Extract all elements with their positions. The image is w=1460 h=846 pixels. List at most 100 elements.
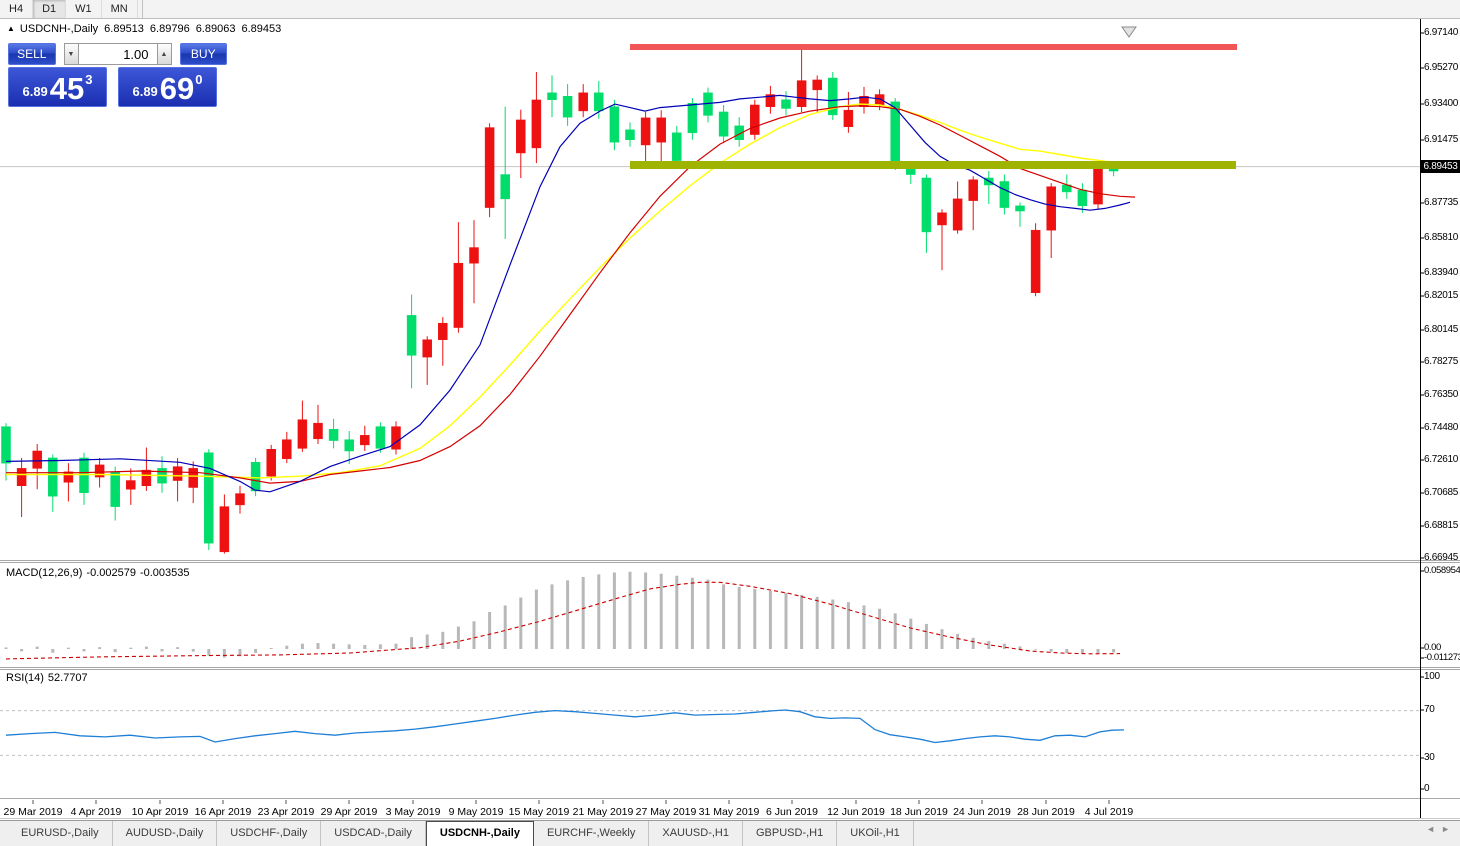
- chart-tab-audusd-daily[interactable]: AUDUSD-,Daily: [113, 821, 218, 846]
- quote-close: 6.89453: [241, 23, 282, 35]
- sell-price-big: 45: [49, 70, 85, 106]
- chart-tab-usdcnh-daily[interactable]: USDCNH-,Daily: [425, 821, 534, 846]
- price-axis-label: 6.95270: [1424, 62, 1459, 73]
- macd-name: MACD(12,26,9): [6, 567, 83, 579]
- rsi-axis-label: 70: [1424, 704, 1435, 715]
- price-axis-label: 6.91475: [1424, 134, 1459, 145]
- price-axis-label: 6.80145: [1424, 324, 1459, 335]
- chart-tab-ukoil-h1[interactable]: UKOil-,H1: [837, 821, 914, 846]
- date-axis-label: 29 Mar 2019: [3, 806, 63, 818]
- sell-price-small: 6.89: [22, 84, 48, 99]
- buy-button[interactable]: BUY: [179, 43, 227, 65]
- quote-open: 6.89513: [104, 23, 144, 35]
- date-axis-label: 12 Jun 2019: [827, 806, 885, 818]
- chart-tab-eurchf-weekly[interactable]: EURCHF-,Weekly: [534, 821, 650, 846]
- rsi-axis-label: 100: [1424, 671, 1440, 682]
- ma-fast-line: [5, 94, 1131, 493]
- volume-decrease-button[interactable]: ▼: [63, 43, 79, 65]
- timeframe-button-mn[interactable]: MN: [102, 0, 138, 18]
- sell-button[interactable]: SELL: [8, 43, 56, 65]
- sell-price-sup: 3: [85, 72, 93, 87]
- timeframe-toolbar: H4 D1 W1 MN: [0, 0, 1460, 19]
- tab-scroll-arrows: ◄►: [1426, 824, 1456, 834]
- resistance-line: [630, 44, 1237, 50]
- date-axis-label: 9 May 2019: [448, 806, 504, 818]
- price-axis-label: 6.66945: [1424, 552, 1459, 563]
- quote-low: 6.89063: [195, 23, 236, 35]
- rsi-axis-label: 30: [1424, 752, 1435, 763]
- sell-price-tile[interactable]: 6.89 45 3: [8, 67, 107, 107]
- volume-input[interactable]: [78, 43, 157, 65]
- macd-signal-line: [5, 581, 1121, 660]
- rsi-value: 52.7707: [47, 672, 88, 684]
- buy-price-tile[interactable]: 6.89 69 0: [118, 67, 217, 107]
- rsi-name: RSI(14): [6, 672, 44, 684]
- collapse-panel-icon[interactable]: ▲: [7, 24, 15, 33]
- date-axis-label: 28 Jun 2019: [1017, 806, 1075, 818]
- current-price-tag: 6.89453: [1421, 160, 1460, 173]
- macd-value-1: -0.002579: [86, 567, 136, 579]
- price-axis-label: 6.83940: [1424, 267, 1459, 278]
- price-axis-label: 6.97140: [1424, 27, 1459, 38]
- tab-scroll-right-icon[interactable]: ►: [1441, 824, 1456, 834]
- price-axis-label: 6.78275: [1424, 356, 1459, 367]
- price-axis-label: 6.76350: [1424, 389, 1459, 400]
- ma-slow-line: [6, 103, 1136, 479]
- chart-tab-eurusd-daily[interactable]: EURUSD-,Daily: [8, 821, 113, 846]
- date-axis-label: 27 May 2019: [635, 806, 697, 818]
- chart-title-bar: ▲ USDCNH-,Daily 6.89513 6.89796 6.89063 6.894…: [7, 23, 281, 35]
- date-axis-label: 10 Apr 2019: [131, 806, 189, 818]
- date-axis-label: 3 May 2019: [385, 806, 441, 818]
- date-axis-label: 6 Jun 2019: [766, 806, 818, 818]
- date-axis-label: 15 May 2019: [508, 806, 570, 818]
- chart-tab-bar: EURUSD-,Daily AUDUSD-,Daily USDCHF-,Daily U…: [0, 820, 1460, 846]
- price-axis-label: 6.70685: [1424, 487, 1459, 498]
- date-axis-label: 18 Jun 2019: [890, 806, 948, 818]
- volume-stepper: ▼ ▲: [63, 43, 172, 65]
- date-axis-label: 4 Apr 2019: [70, 806, 122, 818]
- support-line: [630, 161, 1236, 169]
- rsi-label: RSI(14) 52.7707: [6, 672, 92, 684]
- macd-axis-label: -0.011273: [1424, 652, 1460, 663]
- quote-high: 6.89796: [149, 23, 190, 35]
- timeframe-button-h4[interactable]: H4: [0, 0, 34, 18]
- chevron-down-icon: ▼: [67, 50, 75, 58]
- chart-tab-usdchf-daily[interactable]: USDCHF-,Daily: [217, 821, 322, 846]
- macd-axis-label: 0.058954: [1424, 565, 1460, 576]
- timeframe-button-d1[interactable]: D1: [33, 0, 67, 18]
- rsi-axis-label: 0: [1424, 783, 1430, 794]
- chart-tab-gbpusd-h1[interactable]: GBPUSD-,H1: [743, 821, 838, 846]
- date-axis-label: 29 Apr 2019: [320, 806, 378, 818]
- price-axis-label: 6.87735: [1424, 197, 1459, 208]
- candles: [1, 47, 1119, 554]
- macd-value-2: -0.003535: [139, 567, 190, 579]
- date-axis-label: 21 May 2019: [572, 806, 634, 818]
- buy-price-small: 6.89: [132, 84, 158, 99]
- timeframe-button-w1[interactable]: W1: [66, 0, 102, 18]
- price-axis-label: 6.82015: [1424, 290, 1459, 301]
- price-axis-label: 6.85810: [1424, 232, 1459, 243]
- price-axis-label: 6.68815: [1424, 520, 1459, 531]
- macd-pane: [4, 571, 1116, 658]
- chart-shift-marker[interactable]: [1121, 26, 1137, 38]
- price-axis-label: 6.74480: [1424, 422, 1459, 433]
- chart-tab-usdcad-daily[interactable]: USDCAD-,Daily: [321, 821, 426, 846]
- symbol-label: USDCNH-,Daily: [19, 23, 99, 35]
- tab-scroll-left-icon[interactable]: ◄: [1426, 824, 1442, 834]
- macd-axis-label: 0.00: [1424, 642, 1441, 653]
- rsi-line: [5, 709, 1125, 744]
- price-axis-label: 6.93400: [1424, 98, 1459, 109]
- chart-tab-xauusd-h1[interactable]: XAUUSD-,H1: [649, 821, 743, 846]
- price-axis-label: 6.72610: [1424, 454, 1459, 465]
- date-axis-label: 16 Apr 2019: [194, 806, 252, 818]
- date-axis-label: 4 Jul 2019: [1084, 806, 1134, 818]
- volume-increase-button[interactable]: ▲: [156, 43, 172, 65]
- date-axis-label: 23 Apr 2019: [257, 806, 315, 818]
- toolbar-divider: [141, 0, 143, 18]
- date-axis-label: 24 Jun 2019: [953, 806, 1011, 818]
- date-axis-label: 31 May 2019: [698, 806, 760, 818]
- macd-label: MACD(12,26,9) -0.002579 -0.003535: [6, 567, 194, 579]
